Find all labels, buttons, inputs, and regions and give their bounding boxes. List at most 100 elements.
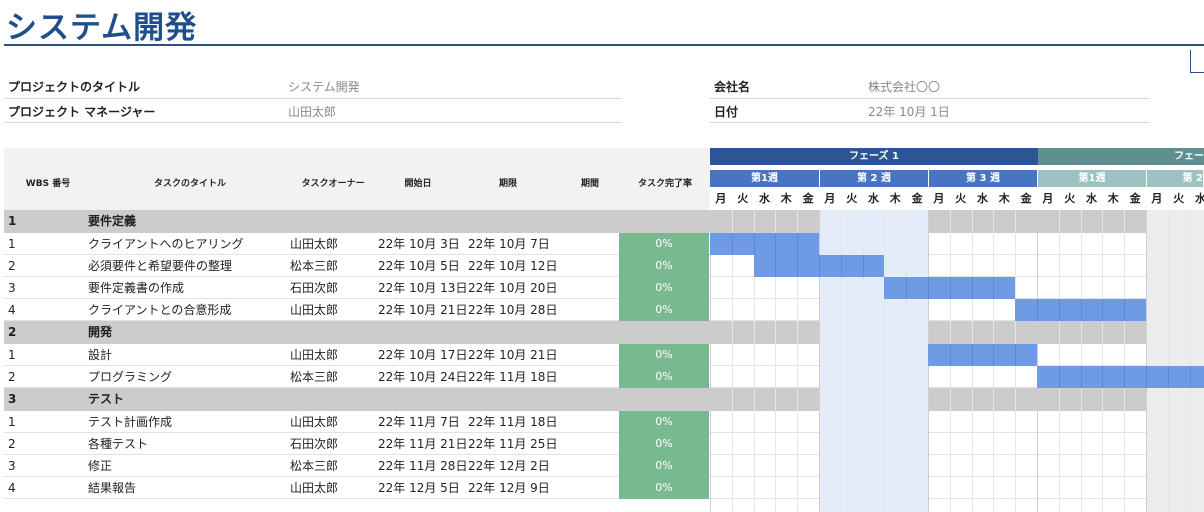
category-number: 3: [8, 392, 17, 406]
task-start-date[interactable]: 22年 10月 3日: [378, 237, 460, 251]
day-label: 月: [1151, 192, 1163, 205]
task-owner[interactable]: 松本三郎: [290, 259, 339, 273]
task-progress[interactable]: 0%: [619, 366, 709, 388]
task-due-date[interactable]: 22年 11月 25日: [468, 437, 558, 451]
task-progress[interactable]: 0%: [619, 411, 709, 433]
task-due-date[interactable]: 22年 10月 20日: [468, 281, 558, 295]
task-owner[interactable]: 山田太郎: [290, 348, 339, 362]
task-title[interactable]: 結果報告: [88, 481, 137, 495]
wbs-number[interactable]: 1: [8, 237, 16, 251]
gantt-bar-divider: [1058, 366, 1060, 388]
day-label: 金: [1020, 192, 1032, 205]
company-value[interactable]: 株式会社〇〇: [868, 80, 941, 94]
gantt-bar[interactable]: [1015, 299, 1146, 321]
task-owner[interactable]: 松本三郎: [290, 370, 339, 384]
day-label: 木: [1107, 192, 1119, 205]
task-progress[interactable]: 0%: [619, 477, 709, 499]
task-start-date[interactable]: 22年 10月 24日: [378, 370, 468, 384]
project-title-value[interactable]: システム開発: [288, 80, 360, 94]
wbs-number[interactable]: 2: [8, 370, 16, 384]
task-owner[interactable]: 石田次郎: [290, 437, 339, 451]
day-label: 月: [824, 192, 836, 205]
task-due-date[interactable]: 22年 12月 2日: [468, 459, 550, 473]
date-value[interactable]: 22年 10月 1日: [868, 105, 950, 119]
task-progress[interactable]: 0%: [619, 255, 709, 277]
table-row[interactable]: 1 設計 山田太郎 22年 10月 17日 22年 10月 21日 0%: [4, 344, 1204, 366]
task-title[interactable]: 必須要件と希望要件の整理: [88, 259, 233, 273]
task-title[interactable]: 設計: [88, 348, 113, 362]
task-owner[interactable]: 山田太郎: [290, 481, 339, 495]
gantt-bar-divider: [1080, 366, 1082, 388]
task-start-date[interactable]: 22年 12月 5日: [378, 481, 460, 495]
gantt-bar-divider: [797, 255, 799, 277]
task-start-date[interactable]: 22年 10月 17日: [378, 348, 468, 362]
task-start-date[interactable]: 22年 10月 5日: [378, 259, 460, 273]
wbs-number[interactable]: 4: [8, 303, 16, 317]
gantt-bar[interactable]: [884, 277, 1016, 299]
col-duration: 期間: [580, 179, 599, 189]
gantt-bar[interactable]: [928, 344, 1037, 366]
gantt-bar[interactable]: [710, 233, 819, 255]
table-row[interactable]: 2 各種テスト 石田次郎 22年 11月 21日 22年 11月 25日 0%: [4, 433, 1204, 455]
gantt-bar[interactable]: [753, 255, 885, 277]
grid-line: [1189, 210, 1191, 512]
task-owner[interactable]: 石田次郎: [290, 281, 339, 295]
wbs-number[interactable]: 3: [8, 459, 16, 473]
task-start-date[interactable]: 22年 11月 7日: [378, 415, 460, 429]
gantt-bar[interactable]: [1037, 366, 1204, 388]
wbs-number[interactable]: 3: [8, 281, 16, 295]
manager-value[interactable]: 山田太郎: [288, 105, 337, 119]
task-owner[interactable]: 山田太郎: [290, 237, 339, 251]
task-title[interactable]: プログラミング: [88, 370, 173, 384]
task-progress[interactable]: 0%: [619, 277, 709, 299]
task-progress[interactable]: 0%: [619, 299, 709, 321]
week-header: 第 3 週: [929, 170, 1038, 187]
wbs-number[interactable]: 4: [8, 481, 16, 495]
wbs-number[interactable]: 1: [8, 348, 16, 362]
task-due-date[interactable]: 22年 10月 28日: [468, 303, 558, 317]
task-start-date[interactable]: 22年 10月 13日: [378, 281, 468, 295]
wbs-number[interactable]: 2: [8, 259, 16, 273]
task-due-date[interactable]: 22年 11月 18日: [468, 415, 558, 429]
grid-line: [753, 210, 755, 512]
task-owner[interactable]: 山田太郎: [290, 415, 339, 429]
day-label: 月: [1042, 192, 1054, 205]
table-row[interactable]: 4 結果報告 山田太郎 22年 12月 5日 22年 12月 9日 0%: [4, 477, 1204, 499]
task-start-date[interactable]: 22年 11月 28日: [378, 459, 468, 473]
wbs-number[interactable]: 2: [8, 437, 16, 451]
task-due-date[interactable]: 22年 11月 18日: [468, 370, 558, 384]
table-row[interactable]: 3 要件定義書の作成 石田次郎 22年 10月 13日 22年 10月 20日 0%: [4, 277, 1204, 299]
task-due-date[interactable]: 22年 10月 7日: [468, 237, 550, 251]
task-start-date[interactable]: 22年 11月 21日: [378, 437, 468, 451]
week-header: 第1週: [1038, 170, 1147, 187]
task-title[interactable]: 各種テスト: [88, 437, 149, 451]
week-header: 第1週: [710, 170, 820, 187]
wbs-number[interactable]: 1: [8, 415, 16, 429]
task-progress[interactable]: 0%: [619, 455, 709, 477]
gantt-bar-divider: [993, 277, 995, 299]
table-row[interactable]: 1 クライアントへのヒアリング 山田太郎 22年 10月 3日 22年 10月 7日 0%: [4, 233, 1204, 255]
task-due-date[interactable]: 22年 10月 21日: [468, 348, 558, 362]
table-row[interactable]: 2 プログラミング 松本三郎 22年 10月 24日 22年 11月 18日 0%: [4, 366, 1204, 388]
task-title[interactable]: テスト計画作成: [88, 415, 173, 429]
task-owner[interactable]: 山田太郎: [290, 303, 339, 317]
col-owner: タスクオーナー: [301, 179, 365, 189]
task-progress[interactable]: 0%: [619, 433, 709, 455]
task-title[interactable]: クライアントへのヒアリング: [88, 237, 244, 251]
task-title[interactable]: クライアントとの合意形成: [88, 303, 232, 317]
task-due-date[interactable]: 22年 10月 12日: [468, 259, 558, 273]
grid-line: [775, 210, 777, 512]
task-progress[interactable]: 0%: [619, 233, 709, 255]
table-row[interactable]: 2 必須要件と希望要件の整理 松本三郎 22年 10月 5日 22年 10月 12日 0%: [4, 255, 1204, 277]
task-owner[interactable]: 松本三郎: [290, 459, 339, 473]
table-row[interactable]: 3 修正 松本三郎 22年 11月 28日 22年 12月 2日 0%: [4, 455, 1204, 477]
task-start-date[interactable]: 22年 10月 21日: [378, 303, 468, 317]
grid-line: [884, 210, 886, 512]
table-row[interactable]: 1 テスト計画作成 山田太郎 22年 11月 7日 22年 11月 18日 0%: [4, 411, 1204, 433]
col-start: 開始日: [404, 179, 432, 189]
task-title[interactable]: 修正: [88, 459, 113, 473]
task-title[interactable]: 要件定義書の作成: [88, 281, 185, 295]
table-row[interactable]: 4 クライアントとの合意形成 山田太郎 22年 10月 21日 22年 10月 28日 0…: [4, 299, 1204, 321]
task-progress[interactable]: 0%: [619, 344, 709, 366]
task-due-date[interactable]: 22年 12月 9日: [468, 481, 550, 495]
